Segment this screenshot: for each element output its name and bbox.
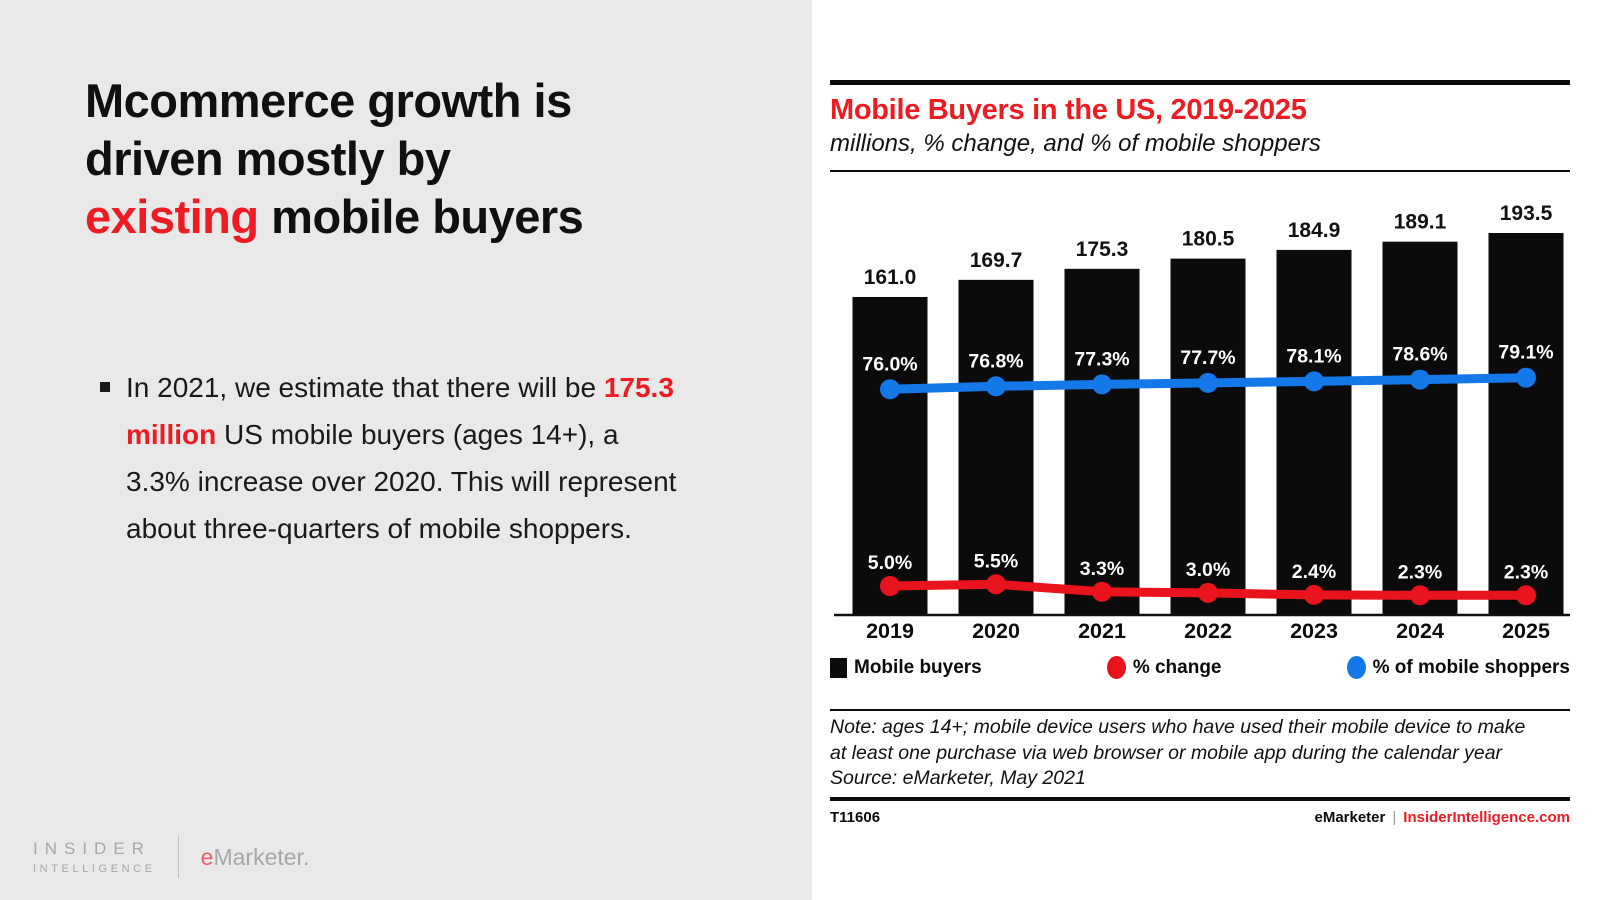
bar-2020: [958, 279, 1034, 614]
bullet-text: In 2021, we estimate that there will be …: [126, 364, 684, 552]
bar-2022: [1170, 258, 1246, 614]
pct-mobile-shoppers-value-label: 77.3%: [1074, 348, 1129, 370]
legend-label: Mobile buyers: [854, 656, 982, 678]
pct-change-marker: [1198, 582, 1218, 603]
emarketer-logo: eMarketer.: [201, 844, 310, 871]
pct-change-marker: [880, 576, 900, 596]
pct-change-marker: [1516, 585, 1536, 606]
bullet-highlight: 175.3 million: [126, 372, 674, 450]
title-line-1: Mcommerce growth is: [85, 74, 572, 127]
note-rule: [830, 709, 1570, 711]
bar-value-label: 184.9: [1288, 219, 1341, 242]
year-label: 2025: [1502, 619, 1550, 643]
pct-change-marker: [1410, 585, 1430, 606]
footer-site-link: InsiderIntelligence.com: [1403, 808, 1570, 826]
year-label: 2020: [972, 619, 1020, 643]
footer-rule: [830, 796, 1570, 801]
pct-mobile-shoppers-swatch-icon: [1346, 656, 1366, 679]
pct-change-marker: [986, 574, 1006, 595]
pct-mobile-shoppers-marker: [1198, 372, 1218, 393]
chart-id: T11606: [830, 808, 881, 826]
pct-mobile-shoppers-marker: [1516, 367, 1536, 388]
chart-footer-brand: eMarketer | InsiderIntelligence.com: [1314, 809, 1570, 826]
subtitle-rule: [830, 170, 1570, 172]
brand-footer: INSIDER INTELLIGENCE eMarketer.: [33, 836, 309, 878]
pct-change-marker: [1304, 584, 1324, 605]
year-label: 2022: [1184, 619, 1232, 643]
title-line-2: driven mostly by: [85, 132, 451, 185]
legend-label: % change: [1132, 656, 1222, 678]
bar-value-label: 193.5: [1500, 202, 1553, 225]
bar-2025: [1488, 232, 1564, 614]
insider-logo-line1: INSIDER: [33, 839, 151, 858]
title-line-3: existing mobile buyers: [85, 188, 812, 246]
bar-value-label: 169.7: [970, 249, 1023, 272]
bar-value-label: 180.5: [1182, 228, 1235, 251]
title-line-3-rest: mobile buyers: [258, 190, 584, 243]
year-label: 2019: [866, 619, 914, 643]
pct-mobile-shoppers-value-label: 79.1%: [1498, 342, 1553, 364]
pct-mobile-shoppers-marker: [1410, 369, 1430, 390]
mobile-buyers-swatch-icon: [830, 657, 847, 678]
bar-2023: [1276, 249, 1352, 615]
bullet-icon: [100, 382, 110, 392]
pct-mobile-shoppers-marker: [1304, 371, 1324, 392]
note-text: Note: ages 14+; mobile device users who …: [830, 716, 1526, 764]
slide-title: Mcommerce growth is driven mostly by exi…: [85, 72, 812, 246]
bar-value-label: 161.0: [864, 266, 917, 289]
bar-value-label: 175.3: [1076, 238, 1129, 261]
emarketer-logo-rest: Marketer.: [213, 843, 310, 870]
footer-separator: |: [1392, 808, 1397, 826]
pct-mobile-shoppers-value-label: 77.7%: [1180, 347, 1235, 369]
pct-mobile-shoppers-marker: [880, 379, 900, 400]
year-label: 2021: [1078, 619, 1126, 643]
bullet-item: In 2021, we estimate that there will be …: [100, 364, 812, 552]
bar-2021: [1064, 268, 1140, 614]
pct-mobile-shoppers-value-label: 78.6%: [1392, 344, 1447, 366]
legend-label: % of mobile shoppers: [1372, 656, 1570, 678]
pct-mobile-shoppers-value-label: 78.1%: [1286, 345, 1341, 367]
pct-mobile-shoppers-marker: [986, 376, 1006, 397]
pct-mobile-shoppers-value-label: 76.0%: [862, 353, 917, 375]
chart-footer: T11606 eMarketer | InsiderIntelligence.com: [830, 809, 1570, 826]
legend-item-mobile-buyers: Mobile buyers: [830, 657, 982, 679]
insider-intelligence-logo: INSIDER INTELLIGENCE: [33, 839, 156, 875]
pct-change-value-label: 5.0%: [868, 552, 912, 574]
footer-emarketer: eMarketer: [1314, 808, 1386, 826]
pct-change-value-label: 2.3%: [1398, 561, 1442, 583]
pct-change-value-label: 2.4%: [1292, 561, 1336, 583]
year-label: 2023: [1290, 619, 1338, 643]
legend-item-pct-mobile-shoppers: % of mobile shoppers: [1346, 656, 1570, 679]
pct-change-marker: [1092, 581, 1112, 602]
pct-change-value-label: 3.0%: [1186, 559, 1230, 581]
pct-mobile-shoppers-value-label: 76.8%: [968, 350, 1023, 372]
bar-value-label: 189.1: [1394, 211, 1447, 234]
chart-subtitle: millions, % change, and % of mobile shop…: [830, 130, 1321, 157]
bullet-post: US mobile buyers (ages 14+), a 3.3% incr…: [126, 419, 677, 544]
emarketer-logo-e: e: [200, 843, 214, 870]
chart-note: Note: ages 14+; mobile device users who …: [830, 715, 1540, 792]
mobile-buyers-chart: 161.0 2019 169.7 2020 175.3 2021 180.5 2022 184.…: [834, 202, 1570, 643]
chart-title: Mobile Buyers in the US, 2019-2025: [830, 94, 1307, 126]
pct-change-value-label: 3.3%: [1080, 558, 1124, 580]
pct-change-value-label: 5.5%: [974, 550, 1018, 572]
source-text: Source: eMarketer, May 2021: [830, 767, 1086, 789]
left-panel: Mcommerce growth is driven mostly by exi…: [0, 0, 812, 900]
bar-2019: [852, 296, 928, 614]
bar-2024: [1382, 241, 1458, 614]
chart-panel: Mobile Buyers in the US, 2019-2025 milli…: [812, 0, 1600, 900]
logo-divider: [177, 836, 179, 878]
insider-logo-line2: INTELLIGENCE: [33, 863, 156, 875]
title-highlight: existing: [85, 190, 259, 243]
pct-mobile-shoppers-marker: [1092, 374, 1112, 395]
legend-item-pct-change: % change: [1106, 656, 1222, 679]
chart-legend: Mobile buyers % change % of mobile shopp…: [830, 656, 1570, 679]
top-rule: [830, 80, 1570, 85]
year-label: 2024: [1396, 619, 1444, 643]
bullet-pre: In 2021, we estimate that there will be: [126, 372, 604, 403]
pct-change-swatch-icon: [1106, 656, 1126, 679]
pct-change-value-label: 2.3%: [1504, 561, 1548, 583]
